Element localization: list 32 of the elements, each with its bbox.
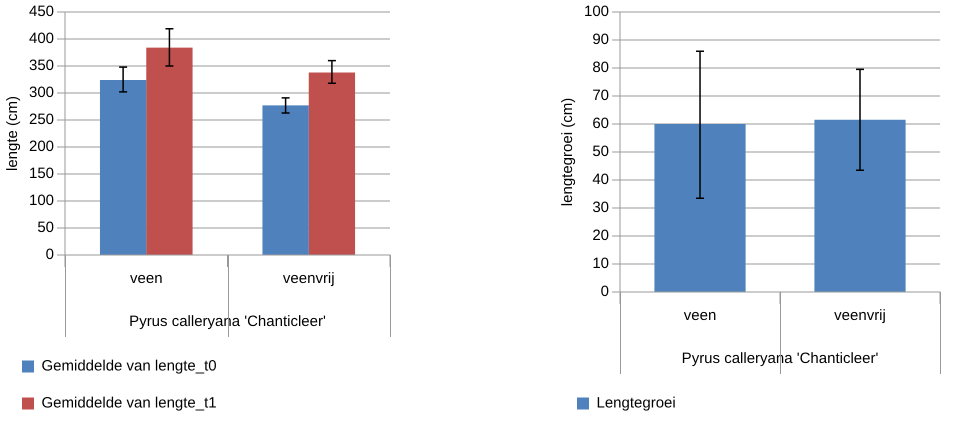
y-tick-label: 250 — [28, 111, 54, 128]
x-tick-label: veenvrij — [282, 270, 335, 288]
y-tick-label: 0 — [46, 246, 54, 264]
y-tick-label: 30 — [592, 199, 610, 216]
y-tick-label: 40 — [592, 171, 610, 188]
x-axis-title: Pyrus calleryana 'Chanticleer' — [129, 313, 326, 330]
legend-label: Gemiddelde van lengte_t1 — [42, 394, 217, 412]
y-tick-label: 80 — [592, 59, 610, 76]
y-tick-label: 0 — [600, 283, 610, 300]
x-tick-label: veenvrij — [834, 307, 886, 324]
x-tick-label: veen — [130, 270, 163, 288]
y-tick-label: 300 — [28, 84, 54, 102]
y-tick-label: 100 — [584, 3, 610, 20]
y-axis-title: lengtegroei (cm) — [559, 98, 576, 206]
legend-label: Lengtegroei — [596, 394, 676, 412]
y-tick-label: 450 — [28, 3, 54, 20]
y-tick-label: 150 — [28, 165, 54, 182]
y-tick-label: 200 — [28, 138, 54, 156]
y-tick-label: 50 — [37, 219, 54, 236]
y-tick-label: 350 — [28, 57, 54, 74]
y-tick-label: 20 — [592, 227, 610, 244]
y-tick-label: 400 — [28, 30, 54, 48]
y-tick-label: 60 — [592, 115, 610, 132]
y-tick-label: 70 — [592, 87, 610, 104]
legend-label: Gemiddelde van lengte_t0 — [42, 358, 217, 375]
x-axis-title: Pyrus calleryana 'Chanticleer' — [682, 350, 878, 368]
y-tick-label: 100 — [28, 192, 54, 210]
y-tick-label: 90 — [592, 31, 610, 48]
y-tick-label: 10 — [592, 255, 610, 272]
y-tick-label: 50 — [592, 143, 610, 160]
y-axis-title: lengte (cm) — [4, 96, 22, 172]
x-tick-label: veen — [684, 307, 716, 324]
